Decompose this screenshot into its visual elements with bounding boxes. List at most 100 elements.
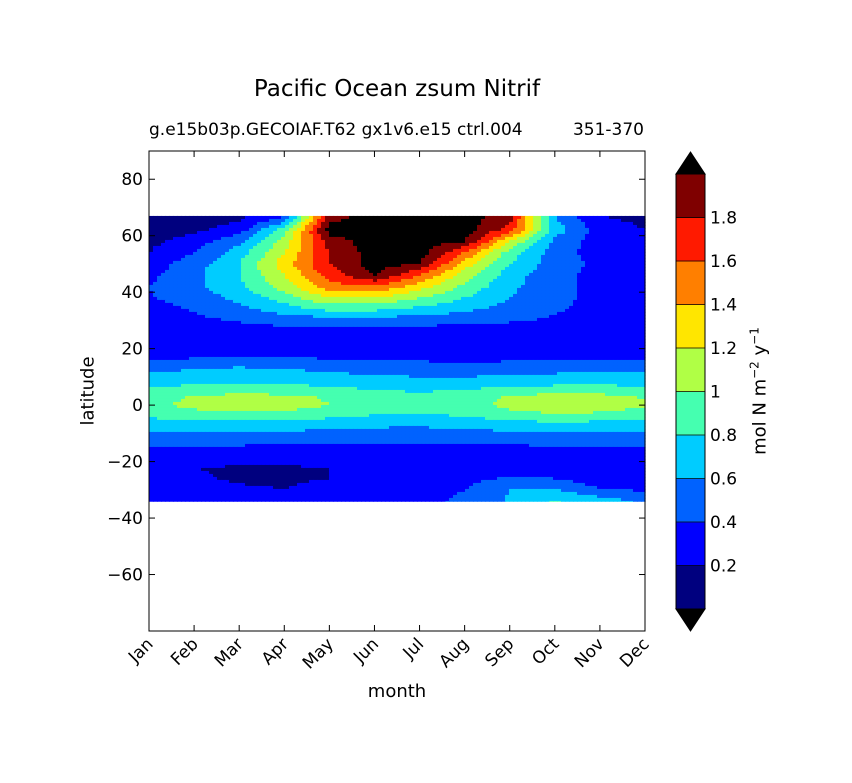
heatmap-cell bbox=[465, 218, 470, 223]
heatmap-cell bbox=[277, 266, 282, 271]
heatmap-cell bbox=[409, 242, 414, 247]
heatmap-cell bbox=[457, 245, 462, 250]
heatmap-cell bbox=[549, 227, 554, 232]
heatmap-cell bbox=[153, 236, 158, 241]
heatmap-cell bbox=[581, 239, 586, 244]
heatmap-cell bbox=[569, 221, 574, 226]
heatmap-cell bbox=[313, 266, 318, 271]
heatmap-cell bbox=[197, 221, 202, 226]
heatmap-cell bbox=[333, 260, 338, 265]
heatmap-cell bbox=[305, 227, 310, 232]
heatmap-cell bbox=[545, 230, 550, 235]
heatmap-cell bbox=[633, 233, 638, 238]
heatmap-cell bbox=[605, 221, 610, 226]
heatmap-cell bbox=[433, 257, 438, 262]
heatmap-cell bbox=[589, 227, 594, 232]
heatmap-cell bbox=[577, 221, 582, 226]
heatmap-cell bbox=[245, 218, 250, 223]
heatmap-cell bbox=[469, 215, 474, 220]
heatmap-cell bbox=[261, 266, 266, 271]
heatmap-cell bbox=[501, 245, 506, 250]
heatmap-cell bbox=[193, 245, 198, 250]
heatmap-cell bbox=[253, 248, 258, 253]
heatmap-cell bbox=[169, 224, 174, 229]
heatmap-cell bbox=[537, 224, 542, 229]
heatmap-cell bbox=[321, 236, 326, 241]
heatmap-cell bbox=[209, 227, 214, 232]
heatmap-cell bbox=[461, 224, 466, 229]
heatmap-cell bbox=[621, 260, 626, 265]
heatmap-cell bbox=[473, 233, 478, 238]
heatmap-cell bbox=[369, 215, 374, 220]
heatmap-cell bbox=[505, 215, 510, 220]
heatmap-cell bbox=[377, 254, 382, 259]
heatmap-cell bbox=[617, 227, 622, 232]
heatmap-cell bbox=[157, 215, 162, 220]
heatmap-cell bbox=[569, 254, 574, 259]
heatmap-cell bbox=[581, 224, 586, 229]
heatmap-cell bbox=[237, 266, 242, 271]
heatmap-cell bbox=[533, 248, 538, 253]
heatmap-cell bbox=[245, 221, 250, 226]
heatmap-cell bbox=[537, 251, 542, 256]
heatmap-cell bbox=[525, 248, 530, 253]
heatmap-cell bbox=[405, 236, 410, 241]
heatmap-cell bbox=[301, 257, 306, 262]
heatmap-cell bbox=[405, 266, 410, 271]
heatmap-cell bbox=[369, 239, 374, 244]
heatmap-cell bbox=[457, 236, 462, 241]
heatmap-cell bbox=[317, 260, 322, 265]
heatmap-cell bbox=[529, 251, 534, 256]
heatmap-cell bbox=[493, 218, 498, 223]
heatmap-cell bbox=[605, 245, 610, 250]
heatmap-cell bbox=[585, 236, 590, 241]
heatmap-cell bbox=[409, 254, 414, 259]
heatmap-cell bbox=[505, 254, 510, 259]
heatmap-cell bbox=[357, 263, 362, 268]
heatmap-cell bbox=[409, 251, 414, 256]
heatmap-cell bbox=[393, 260, 398, 265]
heatmap-cell bbox=[433, 266, 438, 271]
heatmap-cell bbox=[373, 218, 378, 223]
heatmap-cell bbox=[413, 218, 418, 223]
heatmap-cell bbox=[625, 260, 630, 265]
heatmap-cell bbox=[401, 245, 406, 250]
heatmap-cell bbox=[485, 227, 490, 232]
heatmap-cell bbox=[405, 263, 410, 268]
heatmap-cell bbox=[181, 251, 186, 256]
heatmap-cell bbox=[365, 254, 370, 259]
heatmap-cell bbox=[149, 245, 154, 250]
heatmap-cell bbox=[229, 254, 234, 259]
heatmap-cell bbox=[185, 260, 190, 265]
heatmap-cell bbox=[477, 260, 482, 265]
heatmap-cell bbox=[493, 236, 498, 241]
heatmap-cell bbox=[225, 257, 230, 262]
heatmap-cell bbox=[421, 224, 426, 229]
heatmap-cell bbox=[385, 248, 390, 253]
heatmap-cell bbox=[193, 242, 198, 247]
heatmap-cell bbox=[173, 263, 178, 268]
heatmap-cell bbox=[337, 260, 342, 265]
heatmap-cell bbox=[365, 230, 370, 235]
heatmap-cell bbox=[541, 251, 546, 256]
heatmap-cell bbox=[481, 218, 486, 223]
heatmap-cell bbox=[557, 227, 562, 232]
heatmap-cell bbox=[493, 254, 498, 259]
heatmap-cell bbox=[189, 224, 194, 229]
heatmap-cell bbox=[357, 218, 362, 223]
heatmap-cell bbox=[309, 257, 314, 262]
heatmap-cell bbox=[465, 260, 470, 265]
heatmap-cell bbox=[465, 224, 470, 229]
heatmap-cell bbox=[149, 224, 154, 229]
heatmap-cell bbox=[493, 260, 498, 265]
heatmap-cell bbox=[297, 230, 302, 235]
heatmap-cell bbox=[193, 260, 198, 265]
heatmap-cell bbox=[413, 254, 418, 259]
heatmap-cell bbox=[225, 254, 230, 259]
heatmap-cell bbox=[409, 248, 414, 253]
heatmap-cell bbox=[613, 242, 618, 247]
heatmap-cell bbox=[401, 227, 406, 232]
heatmap-cell bbox=[449, 233, 454, 238]
heatmap-cell bbox=[485, 236, 490, 241]
heatmap-cell bbox=[321, 215, 326, 220]
